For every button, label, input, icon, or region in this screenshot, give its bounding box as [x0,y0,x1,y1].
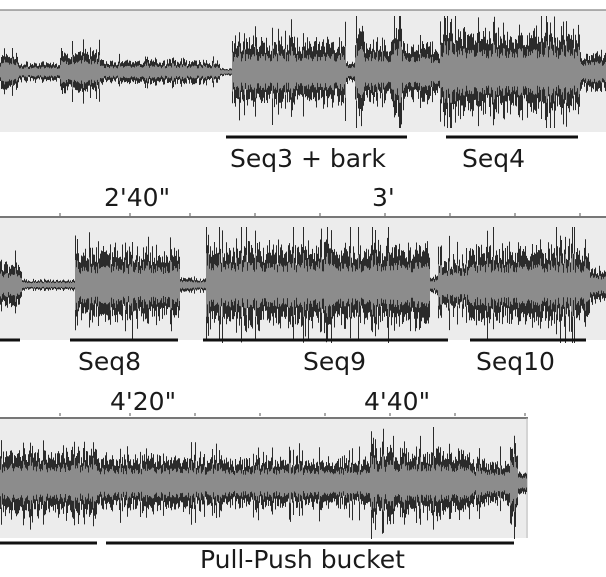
segment-label-seq9: Seq9 [303,347,367,376]
segment-label-pull-push-bucket: Pull-Push bucket [200,545,405,574]
row3-waveform-core [0,453,527,513]
time-label-2m40s: 2'40" [104,183,171,212]
segment-label-seq10: Seq10 [476,347,555,376]
time-label-4m20s: 4'20" [110,387,177,416]
row1-waveform-core [0,41,606,103]
time-label-4m40s: 4'40" [364,387,431,416]
row2-waveform-core [0,253,606,317]
time-label-3m: 3' [372,183,395,212]
segment-label-seq4: Seq4 [462,144,526,173]
segment-label-seq3-bark: Seq3 + bark [230,144,386,173]
segment-label-seq8: Seq8 [78,347,142,376]
